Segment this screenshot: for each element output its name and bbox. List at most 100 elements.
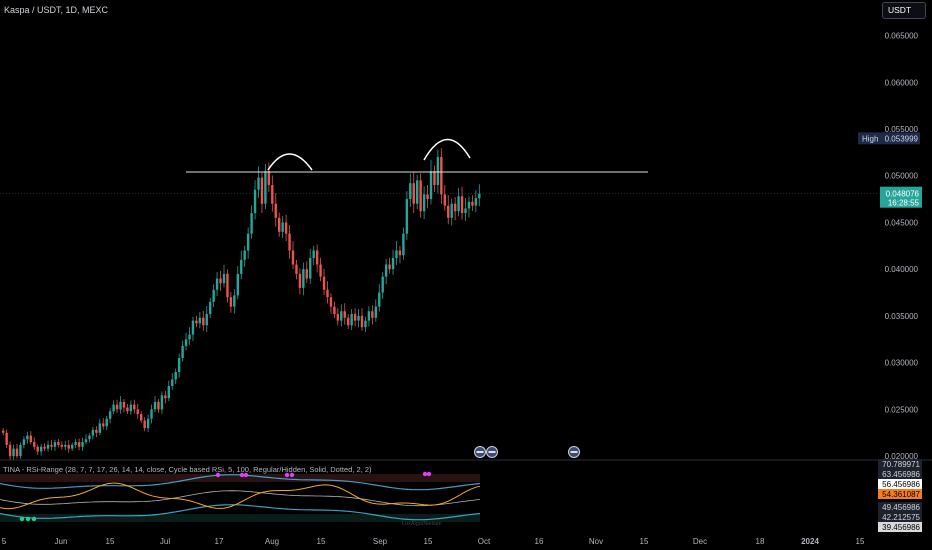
rsi-axis-label: 63.456986 bbox=[882, 470, 920, 479]
candle-body bbox=[360, 315, 364, 328]
candle-body bbox=[347, 317, 350, 326]
price-tick-label: 0.055000 bbox=[885, 125, 919, 134]
candle-body bbox=[112, 404, 115, 412]
high-value-label: 0.053999 bbox=[885, 134, 919, 143]
time-tick-label: 15 bbox=[317, 537, 326, 546]
price-tick-label: 0.020000 bbox=[885, 452, 919, 461]
signal-dot bbox=[426, 471, 432, 477]
candle-body bbox=[264, 171, 267, 204]
time-tick-label: Oct bbox=[478, 537, 491, 546]
candle-body bbox=[119, 401, 122, 410]
candle-body bbox=[191, 320, 195, 335]
candle-body bbox=[253, 189, 257, 214]
candle-body bbox=[177, 357, 181, 373]
candle-body bbox=[146, 418, 150, 429]
candle-body bbox=[81, 442, 84, 447]
rsi-line bbox=[0, 482, 481, 510]
peak-arc-1 bbox=[267, 153, 313, 171]
candle-body bbox=[202, 317, 205, 326]
rsi-axis-label-bg bbox=[878, 502, 922, 512]
candle-body bbox=[157, 401, 160, 410]
time-tick-label: 5 bbox=[2, 537, 7, 546]
candle-body bbox=[46, 444, 50, 449]
candle-body bbox=[33, 442, 36, 447]
candle-body bbox=[150, 409, 153, 419]
candle-body bbox=[115, 404, 119, 410]
candle-body bbox=[357, 315, 360, 321]
rsi-axis-label-bg bbox=[878, 512, 922, 522]
time-tick-label: Aug bbox=[265, 537, 279, 546]
indicator-label[interactable]: TINA - RSi-Range (28, 7, 7, 17, 26, 14, … bbox=[3, 465, 372, 474]
price-axis: 0.065000 0.060000 0.055000 0.050000 0.045000… bbox=[0, 32, 922, 461]
candle-body bbox=[402, 233, 405, 256]
candle-body bbox=[19, 444, 22, 457]
candle-body bbox=[8, 444, 12, 457]
rsi-axis-label-bg bbox=[878, 489, 922, 499]
candle-body bbox=[15, 448, 19, 457]
candle-body bbox=[39, 446, 43, 452]
candle-body bbox=[350, 314, 353, 326]
candle-body bbox=[36, 446, 39, 452]
candle-body bbox=[5, 432, 8, 445]
currency-button[interactable]: USDT bbox=[882, 2, 926, 19]
signal-dot bbox=[243, 472, 249, 478]
candle-body bbox=[160, 395, 164, 410]
candle-body bbox=[222, 273, 226, 284]
candle-body bbox=[364, 320, 367, 328]
candle-body bbox=[398, 250, 402, 256]
candle-body bbox=[405, 199, 409, 234]
candle-body bbox=[108, 411, 112, 419]
chart-title: Kaspa / USDT, 1D, MEXC bbox=[4, 5, 109, 15]
rsi-axis-label-bg bbox=[878, 469, 922, 479]
candle-body bbox=[302, 269, 305, 288]
candle-body bbox=[329, 297, 333, 307]
candle-body bbox=[340, 311, 343, 321]
candle-body bbox=[464, 208, 467, 214]
candle-body bbox=[333, 306, 336, 315]
candle-body bbox=[240, 259, 243, 274]
price-tick-label: 0.045000 bbox=[885, 218, 919, 227]
candle-body bbox=[126, 407, 129, 412]
candle-body bbox=[95, 429, 98, 433]
candle-body bbox=[419, 180, 422, 212]
candle-body bbox=[64, 444, 67, 447]
candle-body bbox=[12, 448, 15, 457]
price-tick-label: 0.060000 bbox=[885, 78, 919, 87]
rsi-axis-label: 42.212575 bbox=[882, 513, 920, 522]
candle-body bbox=[426, 194, 429, 200]
candle-body bbox=[140, 414, 143, 421]
candle-body bbox=[474, 198, 478, 206]
candle-body bbox=[133, 404, 136, 410]
candle-body bbox=[388, 264, 391, 270]
candle-body bbox=[84, 439, 88, 443]
time-tick-label: 18 bbox=[756, 537, 765, 546]
candle-body bbox=[391, 257, 395, 270]
rsi-axis-label-bg bbox=[878, 522, 922, 532]
signal-dot bbox=[422, 471, 428, 477]
candle-body bbox=[378, 292, 381, 307]
candle-body bbox=[136, 409, 139, 415]
candle-body bbox=[246, 233, 250, 251]
candle-body bbox=[322, 276, 326, 290]
candle-body bbox=[315, 250, 319, 265]
event-icon-flag bbox=[488, 451, 496, 453]
candle-body bbox=[374, 306, 377, 318]
candle-body bbox=[26, 435, 29, 440]
ob-zone bbox=[0, 474, 480, 482]
candle-body bbox=[367, 311, 371, 321]
price-tick-label: 0.025000 bbox=[885, 405, 919, 414]
candle-body bbox=[257, 177, 260, 190]
candle-body bbox=[326, 289, 329, 298]
candle-body bbox=[260, 177, 264, 204]
candle-body bbox=[274, 203, 277, 218]
candle-body bbox=[184, 339, 188, 346]
candle-body bbox=[71, 444, 74, 449]
indicator-watermark: LuxAlgo/Nielsen bbox=[402, 521, 442, 527]
rsi-axis-label: 54.361087 bbox=[882, 490, 920, 499]
rsi-pane: LuxAlgo/Nielsen 70.78997163.45698656.4569… bbox=[0, 459, 932, 532]
price-tick-label: 0.065000 bbox=[885, 32, 919, 41]
candle-body bbox=[122, 401, 126, 408]
candle-body bbox=[164, 395, 167, 399]
candle-body bbox=[450, 203, 453, 218]
